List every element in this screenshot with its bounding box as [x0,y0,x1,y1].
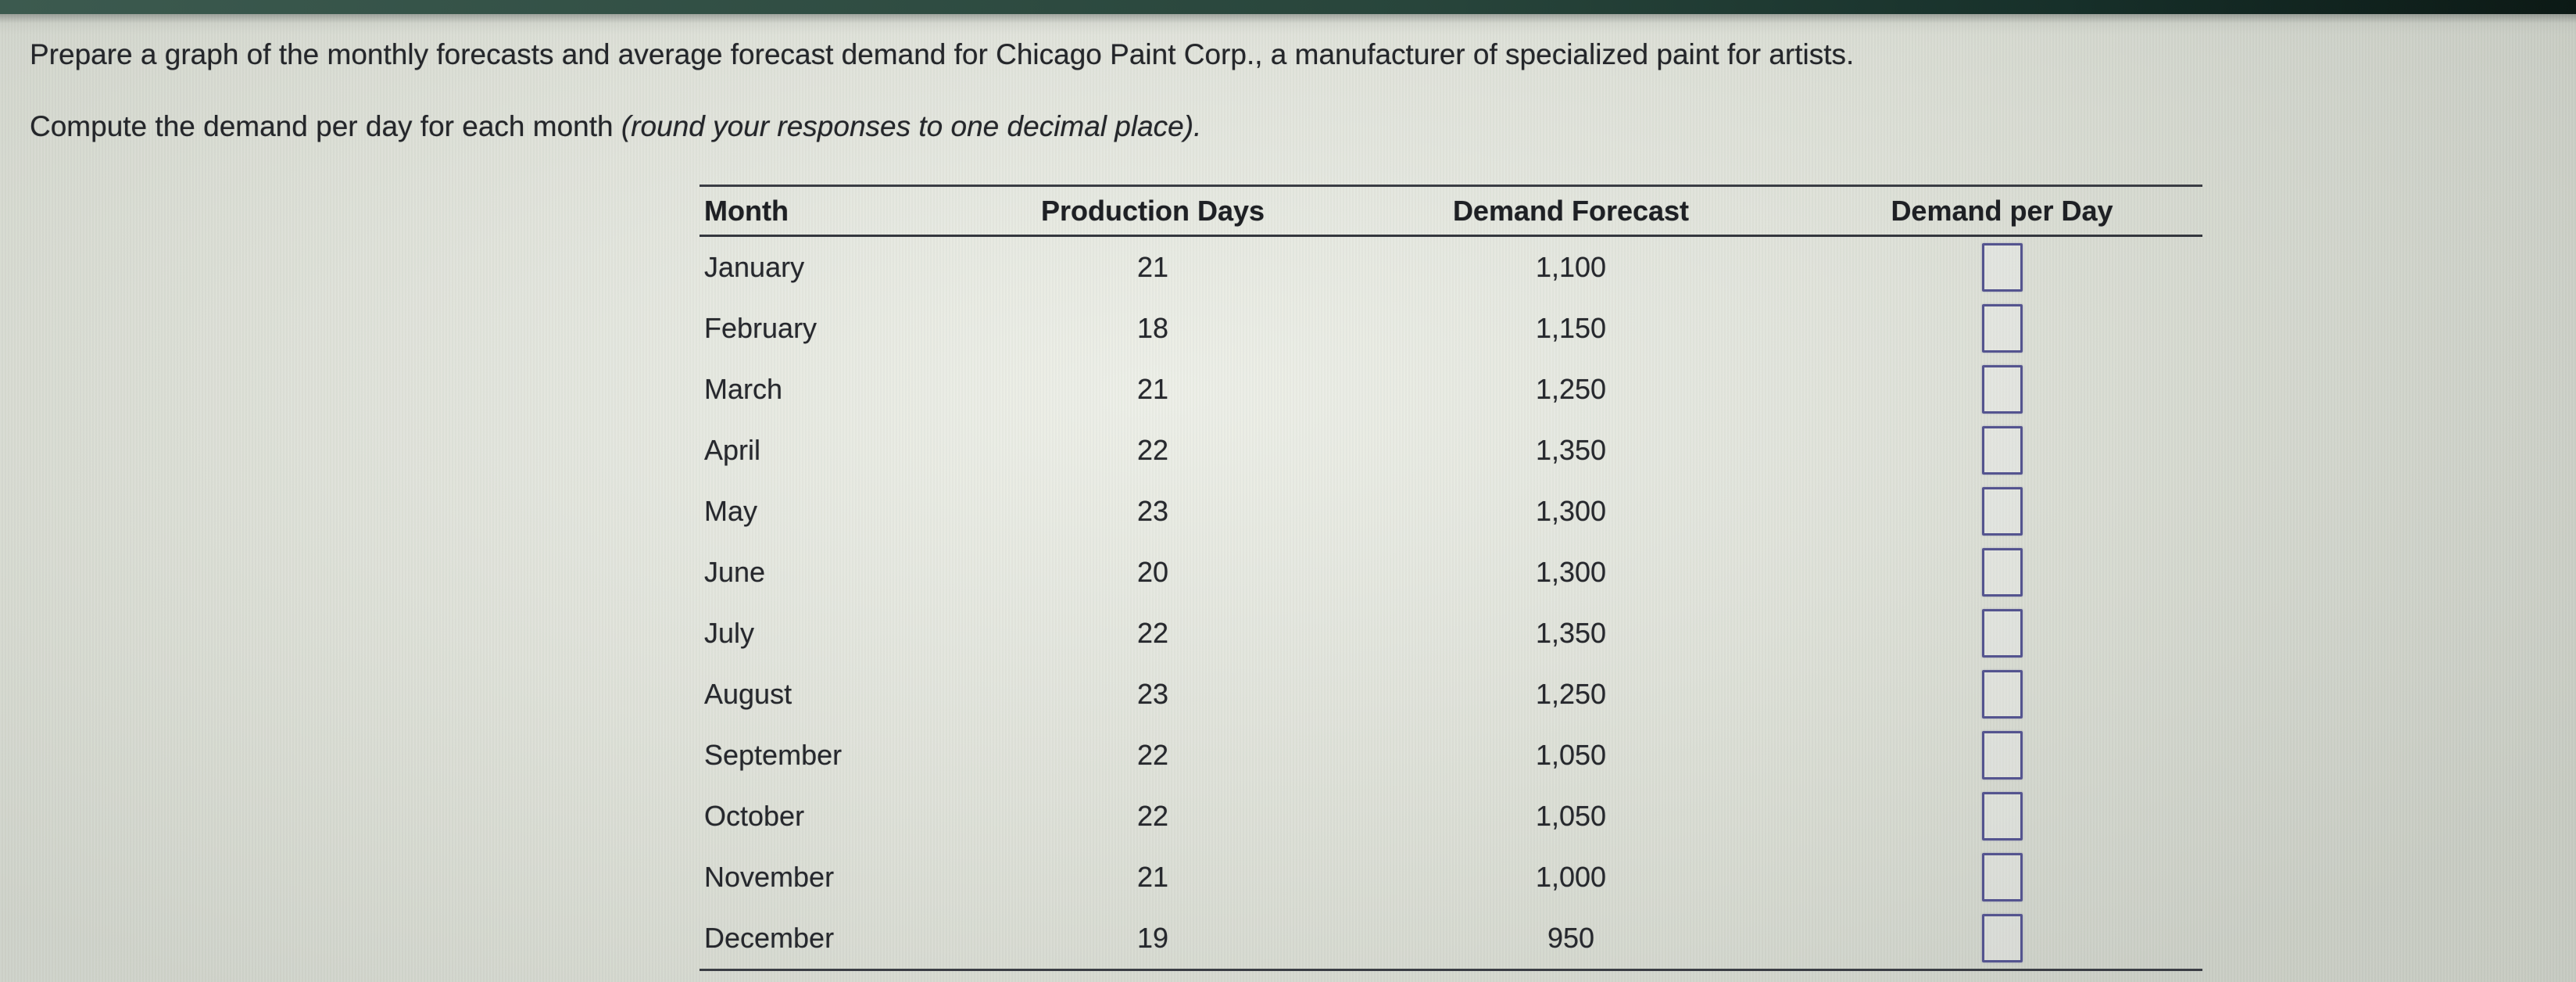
production-days-value: 22 [1136,617,1169,649]
production-days-value: 21 [1136,861,1169,893]
demand-forecast-value: 1,250 [1535,678,1607,710]
month-label: October [704,800,805,832]
demand-per-day-input[interactable] [1981,914,2023,962]
header-production-days: Production Days [1040,194,1265,227]
demand-forecast-value: 1,350 [1535,617,1607,649]
table-row: May 23 1,300 [699,481,2202,542]
title-bar-shadow [0,14,2576,34]
month-label: November [704,861,835,893]
demand-forecast-value: 1,350 [1535,434,1607,466]
problem-statement-line1: Prepare a graph of the monthly forecasts… [30,38,1855,70]
demand-per-day-input[interactable] [1981,426,2023,475]
production-days-value: 20 [1136,556,1169,588]
demand-forecast-value: 1,050 [1535,739,1607,771]
demand-per-day-input[interactable] [1981,731,2023,780]
month-label: March [704,373,783,405]
table-row: February 18 1,150 [699,298,2202,359]
demand-forecast-value: 1,250 [1535,373,1607,405]
demand-per-day-input[interactable] [1981,304,2023,353]
window-title-bar [0,0,2576,14]
production-days-value: 21 [1136,251,1169,283]
production-days-value: 22 [1136,739,1169,771]
problem-statement-line2: Compute the demand per day for each mont… [30,109,1201,144]
month-label: December [704,922,835,954]
demand-forecast-value: 1,050 [1535,800,1607,832]
table-row: January 21 1,100 [699,237,2202,298]
demand-forecast-value: 950 [1547,922,1595,954]
production-days-value: 23 [1136,495,1169,527]
month-label: April [704,434,761,466]
production-days-value: 23 [1136,678,1169,710]
month-label: September [704,739,843,771]
production-days-value: 22 [1136,434,1169,466]
table-row: October 22 1,050 [699,786,2202,847]
month-label: August [704,678,792,710]
production-days-value: 22 [1136,800,1169,832]
statement-line2-italic: (round your responses to one decimal pla… [621,110,1202,142]
month-label: July [704,617,755,649]
demand-per-day-input[interactable] [1981,365,2023,414]
statement-line2-normal: Compute the demand per day for each mont… [30,110,621,142]
demand-per-day-input[interactable] [1981,243,2023,292]
demand-per-day-input[interactable] [1981,548,2023,597]
demand-forecast-value: 1,000 [1535,861,1607,893]
header-demand-per-day: Demand per Day [1891,194,2113,227]
demand-per-day-input[interactable] [1981,670,2023,719]
demand-per-day-input[interactable] [1981,609,2023,658]
month-label: May [704,495,758,527]
production-days-value: 21 [1136,373,1169,405]
table-row: November 21 1,000 [699,847,2202,908]
table-row: August 23 1,250 [699,664,2202,725]
header-month: Month [704,194,789,227]
demand-per-day-input[interactable] [1981,792,2023,840]
demand-forecast-value: 1,100 [1535,251,1607,283]
table-header-row: Month Production Days Demand Forecast De… [699,187,2202,237]
month-label: June [704,556,766,588]
table-row: December 19 950 [699,908,2202,969]
production-days-value: 19 [1136,922,1169,954]
table-row: April 22 1,350 [699,420,2202,481]
header-demand-forecast: Demand Forecast [1452,194,1690,227]
demand-forecast-value: 1,300 [1535,495,1607,527]
demand-forecast-value: 1,300 [1535,556,1607,588]
table-row: March 21 1,250 [699,359,2202,420]
month-label: January [704,251,805,283]
demand-forecast-value: 1,150 [1535,312,1607,344]
demand-per-day-input[interactable] [1981,853,2023,901]
table-row: September 22 1,050 [699,725,2202,786]
table-row: June 20 1,300 [699,542,2202,603]
table-row: July 22 1,350 [699,603,2202,664]
demand-table: Month Production Days Demand Forecast De… [699,185,2202,971]
month-label: February [704,312,818,344]
production-days-value: 18 [1136,312,1169,344]
demand-per-day-input[interactable] [1981,487,2023,536]
